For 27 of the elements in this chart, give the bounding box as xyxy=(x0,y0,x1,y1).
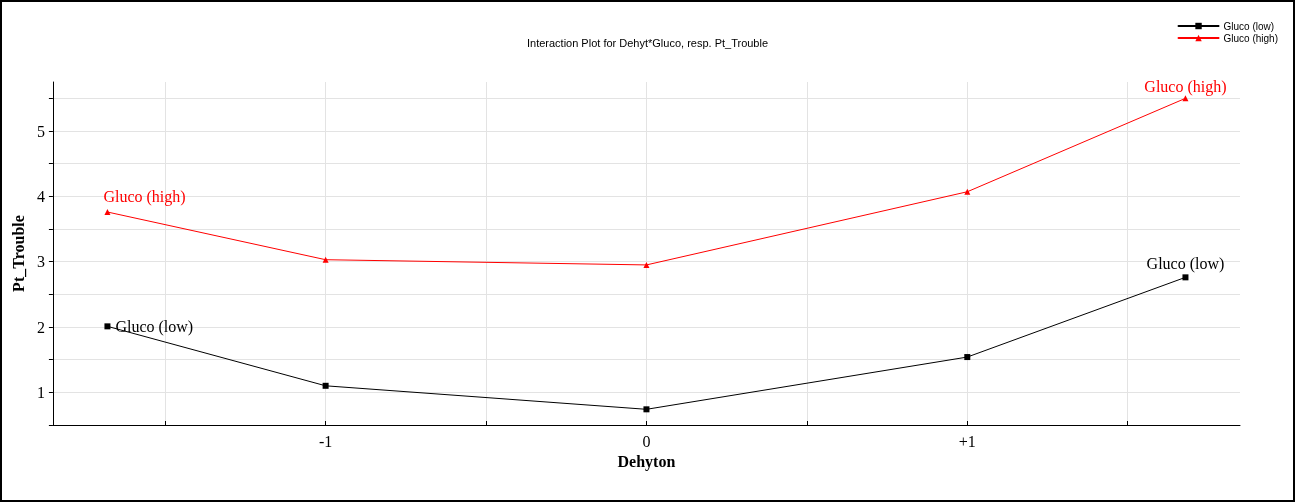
point xyxy=(643,261,650,268)
x-tick-label: +1 xyxy=(958,432,976,450)
text: Gluco (low) xyxy=(115,317,194,335)
point xyxy=(1182,274,1189,281)
point xyxy=(964,188,971,195)
point xyxy=(104,209,111,216)
y-axis-title: Pt_Trouble xyxy=(9,215,27,292)
x-tick-label: 0 xyxy=(642,432,651,450)
y-tick-label: 4 xyxy=(36,187,45,205)
x-axis-title: Dehyton xyxy=(617,453,676,472)
point xyxy=(1182,95,1189,102)
y-tick-label: 3 xyxy=(36,253,45,271)
y-tick-label: 5 xyxy=(36,122,45,140)
y-tick-label: 1 xyxy=(36,383,45,401)
legend-label: Gluco (low) xyxy=(1223,20,1275,32)
x-tick-label: -1 xyxy=(318,432,333,450)
text: Gluco (high) xyxy=(103,187,186,205)
point xyxy=(964,354,971,361)
point xyxy=(322,382,329,389)
point xyxy=(322,256,329,263)
text: Gluco (low) xyxy=(1146,254,1225,272)
legend-label: Gluco (high) xyxy=(1223,32,1278,44)
point xyxy=(643,406,650,413)
y-tick-label: 2 xyxy=(36,318,45,336)
point xyxy=(104,323,111,330)
text: Gluco (high) xyxy=(1144,77,1227,95)
chart-title: Interaction Plot for Dehyt*Gluco, resp. Pt_Trouble xyxy=(526,36,769,49)
